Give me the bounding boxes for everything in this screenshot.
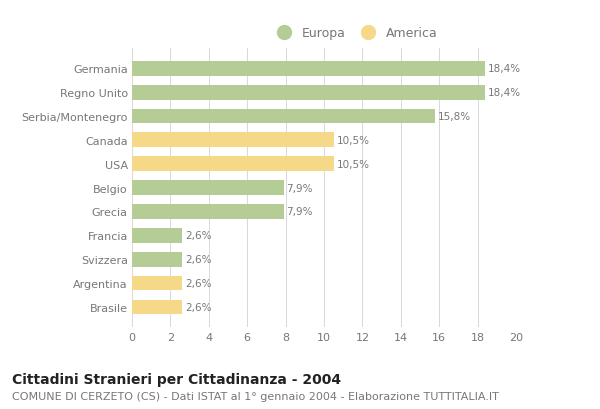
Bar (132, 133, 334, 148)
Text: 10,5%: 10,5% (337, 135, 370, 146)
Text: 7,9%: 7,9% (287, 183, 313, 193)
Text: 2,6%: 2,6% (185, 254, 211, 265)
Text: 7,9%: 7,9% (287, 207, 313, 217)
Bar (132, 276, 182, 291)
Text: 18,4%: 18,4% (488, 88, 521, 98)
Bar (132, 204, 284, 219)
Legend: Europa, America: Europa, America (267, 22, 443, 45)
Text: 10,5%: 10,5% (337, 160, 370, 169)
Bar (132, 157, 334, 172)
Text: 18,4%: 18,4% (488, 64, 521, 74)
Bar (132, 85, 485, 100)
Text: 2,6%: 2,6% (185, 302, 211, 312)
Bar (132, 228, 182, 243)
Bar (132, 181, 284, 196)
Bar (132, 62, 485, 76)
Text: 2,6%: 2,6% (185, 279, 211, 288)
Bar (132, 109, 436, 124)
Text: Cittadini Stranieri per Cittadinanza - 2004: Cittadini Stranieri per Cittadinanza - 2… (12, 372, 341, 386)
Text: 2,6%: 2,6% (185, 231, 211, 241)
Text: COMUNE DI CERZETO (CS) - Dati ISTAT al 1° gennaio 2004 - Elaborazione TUTTITALIA: COMUNE DI CERZETO (CS) - Dati ISTAT al 1… (12, 391, 499, 400)
Text: 15,8%: 15,8% (438, 112, 472, 122)
Bar (132, 300, 182, 315)
Bar (132, 252, 182, 267)
